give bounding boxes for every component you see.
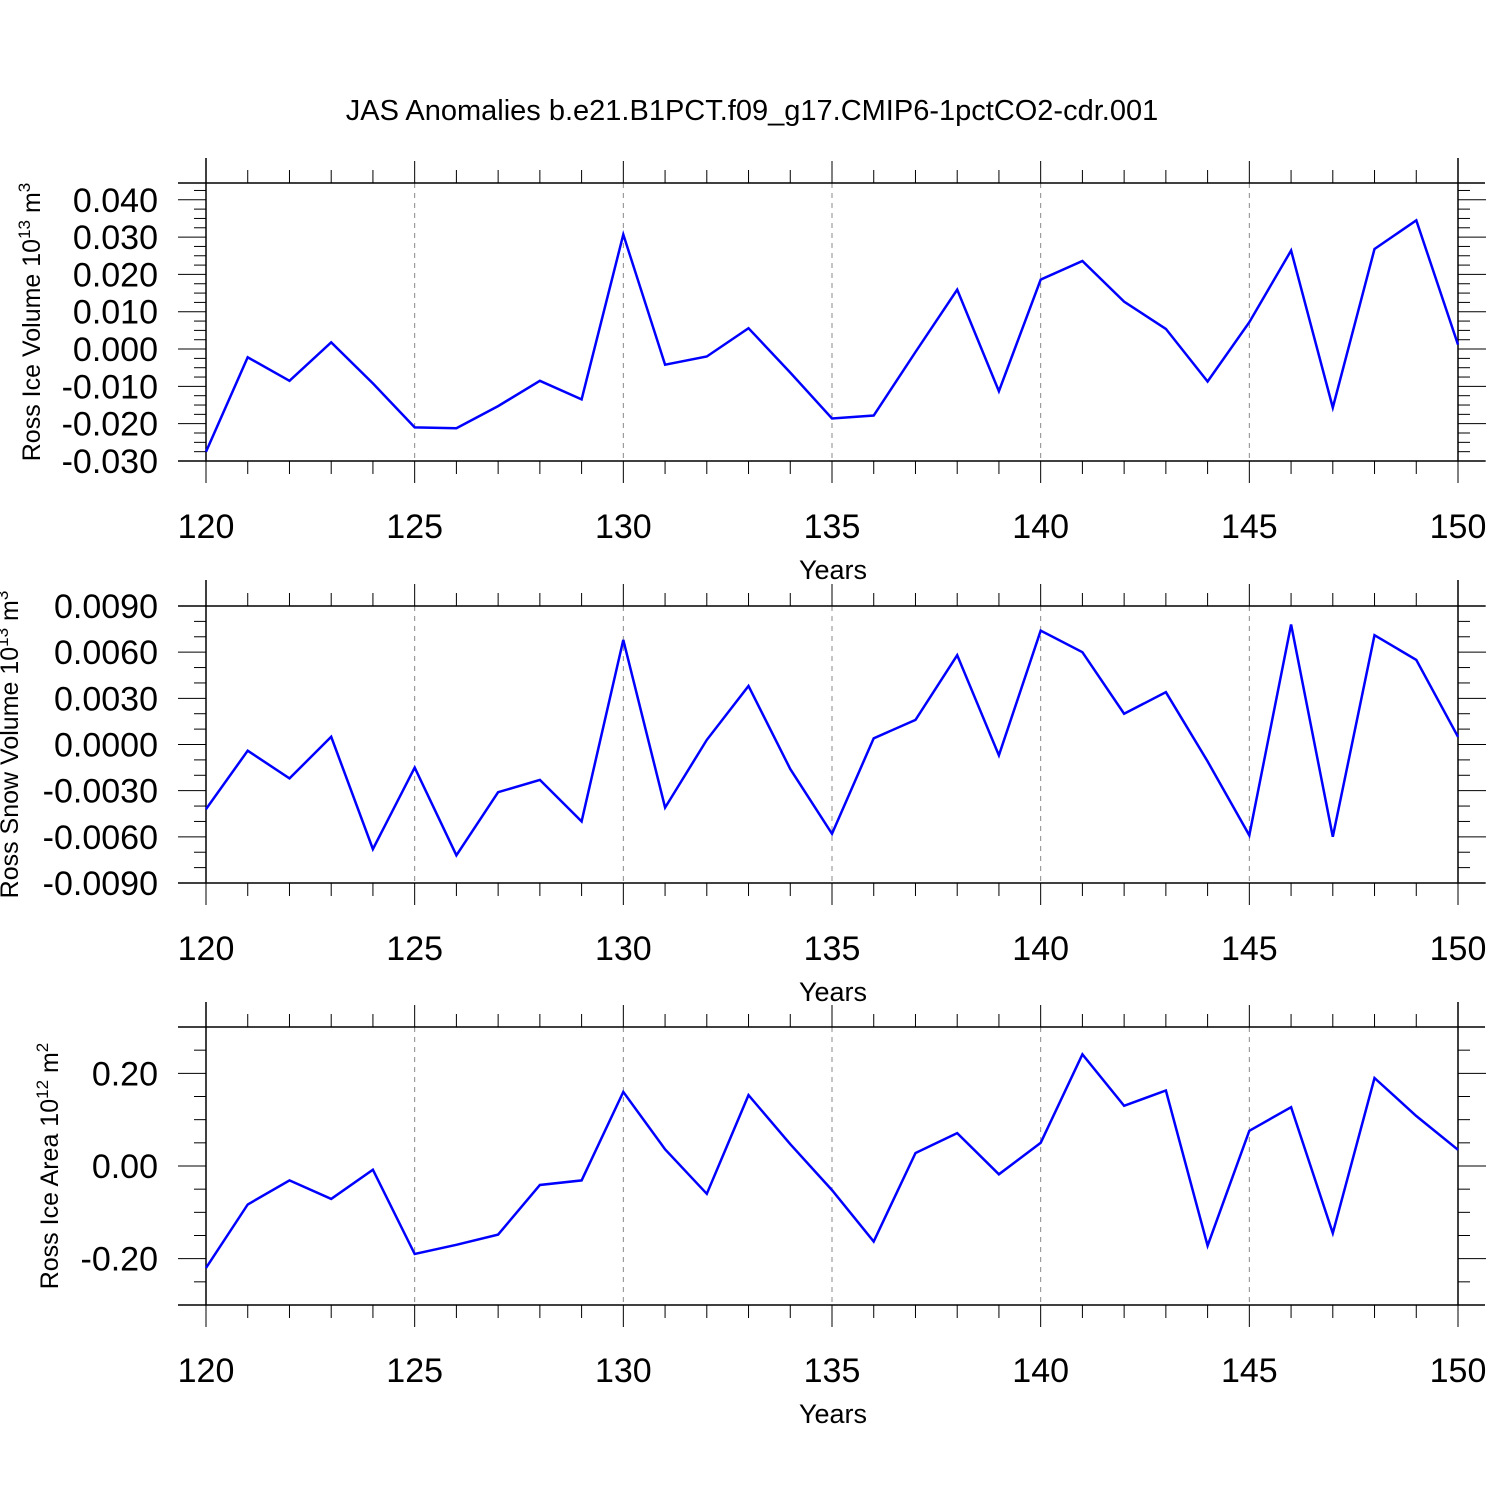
y-tick-label: 0.040 bbox=[73, 182, 158, 220]
y-tick-label: -0.030 bbox=[62, 443, 158, 481]
series-line bbox=[204, 624, 1460, 858]
panel-1: -0.030-0.020-0.0100.0000.0100.0200.0300.… bbox=[15, 158, 1486, 585]
x-tick-label: 130 bbox=[595, 508, 652, 546]
y-axis-title-text: m bbox=[18, 192, 46, 220]
x-tick-label: 125 bbox=[386, 1352, 443, 1390]
y-tick-label: -0.0060 bbox=[43, 819, 158, 857]
y-axis-title: Ross Ice Volume 1013 m3 bbox=[15, 183, 46, 462]
x-tick-label: 120 bbox=[178, 508, 235, 546]
y-axis-title-text: m bbox=[36, 1052, 64, 1080]
y-axis-title: Ross Ice Area 1012 m2 bbox=[33, 1043, 64, 1290]
x-tick-label: 140 bbox=[1012, 930, 1069, 968]
y-tick-label: -0.0090 bbox=[43, 865, 158, 903]
y-axis-title-superscript: 12 bbox=[33, 1080, 52, 1099]
x-tick-label: 130 bbox=[595, 930, 652, 968]
x-tick-label: 145 bbox=[1221, 930, 1278, 968]
chart-title: JAS Anomalies b.e21.B1PCT.f09_g17.CMIP6-… bbox=[346, 95, 1158, 127]
y-tick-label: 0.0060 bbox=[54, 634, 158, 672]
y-tick-label: 0.020 bbox=[73, 256, 158, 294]
x-tick-label: 125 bbox=[386, 930, 443, 968]
y-axis-title-superscript: 13 bbox=[0, 628, 12, 647]
y-tick-label: 0.030 bbox=[73, 219, 158, 257]
y-axis-title-superscript: 3 bbox=[0, 591, 12, 600]
y-tick-label: -0.010 bbox=[62, 368, 158, 406]
x-axis-title: Years bbox=[799, 1399, 867, 1429]
x-axis-title: Years bbox=[799, 555, 867, 585]
y-tick-label: 0.0000 bbox=[54, 727, 158, 765]
x-tick-label: 120 bbox=[178, 930, 235, 968]
panel-2: -0.0090 -0.0060 -0.0030 0.0000 0.0030 0.0060 0… bbox=[0, 580, 1486, 1007]
y-tick-label: -0.0030 bbox=[43, 773, 158, 811]
y-tick-label: -0.020 bbox=[62, 406, 158, 444]
x-tick-label: 145 bbox=[1221, 508, 1278, 546]
series-line bbox=[204, 1051, 1459, 1269]
y-axis-title-superscript: 3 bbox=[15, 183, 34, 192]
x-tick-label: 150 bbox=[1430, 930, 1487, 968]
x-axis-title: Years bbox=[799, 977, 867, 1007]
y-axis-title-superscript: 13 bbox=[15, 220, 34, 239]
x-tick-label: 145 bbox=[1221, 1352, 1278, 1390]
y-axis-title-superscript: 2 bbox=[33, 1043, 52, 1052]
y-tick-label: 0.010 bbox=[73, 294, 158, 332]
x-tick-label: 150 bbox=[1430, 1352, 1487, 1390]
y-tick-label: 0.000 bbox=[73, 331, 158, 369]
x-tick-label: 140 bbox=[1012, 508, 1069, 546]
y-axis-title-text: Ross Ice Volume 10 bbox=[18, 239, 46, 461]
panels: -0.030-0.020-0.0100.0000.0100.0200.0300.… bbox=[0, 158, 1486, 1429]
y-tick-label: 0.00 bbox=[92, 1148, 158, 1186]
x-tick-label: 135 bbox=[804, 930, 861, 968]
x-tick-label: 150 bbox=[1430, 508, 1487, 546]
panel-3: -0.20 0.00 0.20 120 125 130 135 140 145 150 Years R… bbox=[33, 1002, 1486, 1429]
y-axis-title-text: Ross Ice Area 10 bbox=[36, 1099, 64, 1289]
x-tick-label: 135 bbox=[804, 508, 861, 546]
y-tick-label: 0.0030 bbox=[54, 680, 158, 718]
x-tick-label: 125 bbox=[386, 508, 443, 546]
y-tick-label: 0.0090 bbox=[54, 588, 158, 626]
y-axis-title: Ross Snow Volume 1013 m3 bbox=[0, 591, 24, 899]
x-tick-label: 140 bbox=[1012, 1352, 1069, 1390]
y-axis-title-text: m bbox=[0, 600, 24, 628]
series-line bbox=[204, 218, 1460, 453]
y-axis-title-text: Ross Snow Volume 10 bbox=[0, 647, 24, 899]
y-tick-label: -0.20 bbox=[81, 1241, 159, 1279]
x-tick-label: 130 bbox=[595, 1352, 652, 1390]
y-tick-label: 0.20 bbox=[92, 1055, 158, 1093]
x-tick-label: 120 bbox=[178, 1352, 235, 1390]
x-tick-label: 135 bbox=[804, 1352, 861, 1390]
